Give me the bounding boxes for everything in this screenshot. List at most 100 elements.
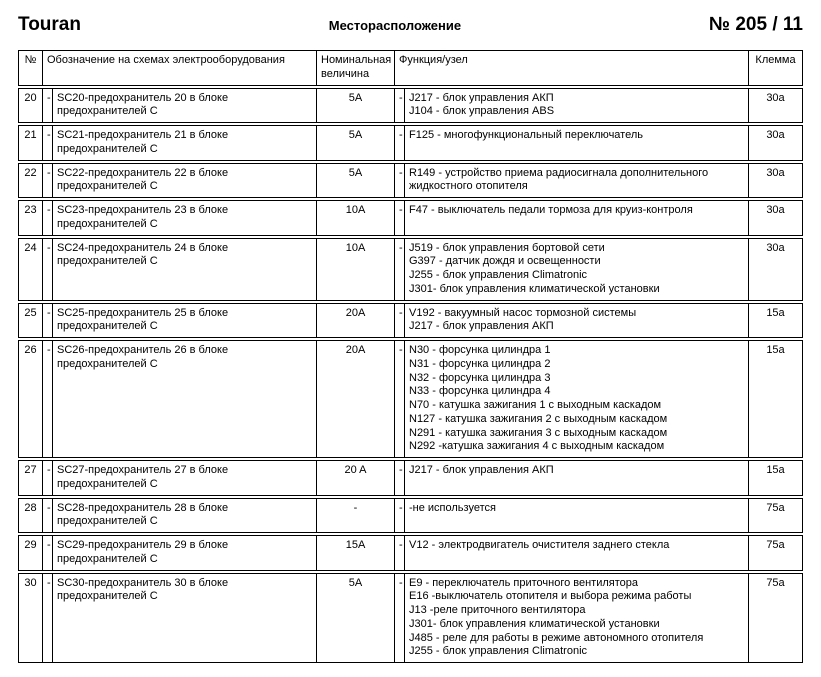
function-line: N31 - форсунка цилиндра 2 [409,358,744,372]
col-nominal-l2: величина [321,68,369,80]
function-line: N30 - форсунка цилиндра 1 [409,344,744,358]
cell-designation: SC30-предохранитель 30 в блоке предохран… [53,573,317,663]
cell-num: 28 [19,498,43,533]
cell-terminal: 30a [749,163,803,198]
cell-function: R149 - устройство приема радиосигнала до… [405,163,749,198]
cell-nominal: 15A [317,536,395,571]
cell-dash: - [395,238,405,300]
table-row: 23-SC23-предохранитель 23 в блоке предох… [19,201,803,236]
table-row: 22 - SC22-предохранитель 22 в блоке предох… [19,163,803,198]
cell-dash: - [395,88,405,123]
cell-num: 24 [19,238,43,300]
cell-dash: - [43,238,53,300]
cell-nominal: 20A [317,303,395,338]
function-line: V12 - электродвигатель очистителя заднег… [409,539,744,553]
cell-dash: - [395,303,405,338]
function-line: J13 -реле приточного вентилятора [409,604,744,618]
function-line: R149 - устройство приема радиосигнала до… [409,167,744,195]
header-center: Месторасположение [81,18,709,33]
function-line: J104 - блок управления ABS [409,105,744,119]
brand-title: Touran [18,14,81,36]
col-nominal-l1: Номинальная [321,54,391,66]
function-line: J485 - реле для работы в режиме автономн… [409,632,744,646]
cell-num: 22 [19,163,43,198]
cell-designation: SC24-предохранитель 24 в блоке предохран… [53,238,317,300]
cell-dash: - [43,498,53,533]
function-line: J217 - блок управления АКП [409,92,744,106]
function-line: F47 - выключатель педали тормоза для кру… [409,204,744,218]
function-line: E9 - переключатель приточного вентилятор… [409,577,744,591]
cell-nominal: 5A [317,126,395,161]
function-line: J255 - блок управления Climatronic [409,645,744,659]
cell-terminal: 15a [749,461,803,496]
col-nominal: Номинальная величина [317,51,395,86]
cell-designation: SC23-предохранитель 23 в блоке предохран… [53,201,317,236]
cell-num: 21 [19,126,43,161]
cell-designation: SC26-предохранитель 26 в блоке предохран… [53,341,317,458]
cell-dash: - [43,536,53,571]
cell-designation: SC22-предохранитель 22 в блоке предохран… [53,163,317,198]
cell-function: F47 - выключатель педали тормоза для кру… [405,201,749,236]
cell-function: N30 - форсунка цилиндра 1N31 - форсунка … [405,341,749,458]
cell-function: J217 - блок управления АКП [405,461,749,496]
page-number: № 205 / 11 [709,14,803,36]
table-row: 26-SC26-предохранитель 26 в блоке предох… [19,341,803,458]
cell-designation: SC28-предохранитель 28 в блоке предохран… [53,498,317,533]
cell-num: 20 [19,88,43,123]
cell-nominal: 5A [317,573,395,663]
function-line: F125 - многофункциональный переключатель [409,129,744,143]
cell-function: -не используется [405,498,749,533]
table-row: 24-SC24-предохранитель 24 в блоке предох… [19,238,803,300]
function-line: N32 - форсунка цилиндра 3 [409,372,744,386]
function-line: V192 - вакуумный насос тормозной системы [409,307,744,321]
cell-dash: - [395,341,405,458]
cell-function: V12 - электродвигатель очистителя заднег… [405,536,749,571]
cell-dash: - [43,126,53,161]
function-line: N291 - катушка зажигания 3 с выходным ка… [409,427,744,441]
cell-num: 30 [19,573,43,663]
function-line: J217 - блок управления АКП [409,320,744,334]
cell-designation: SC20-предохранитель 20 в блоке предохран… [53,88,317,123]
col-designation: Обозначение на схемах электрооборудовани… [43,51,317,86]
function-line: J301- блок управления климатической уста… [409,618,744,632]
cell-dash: - [43,341,53,458]
cell-dash: - [395,498,405,533]
cell-terminal: 30a [749,201,803,236]
cell-num: 23 [19,201,43,236]
table-row: 21-SC21-предохранитель 21 в блоке предох… [19,126,803,161]
cell-terminal: 30a [749,126,803,161]
cell-terminal: 75a [749,573,803,663]
cell-dash: - [395,163,405,198]
cell-terminal: 15a [749,341,803,458]
cell-num: 27 [19,461,43,496]
cell-function: E9 - переключатель приточного вентилятор… [405,573,749,663]
table-head: № Обозначение на схемах электрооборудова… [19,51,803,86]
cell-function: V192 - вакуумный насос тормозной системы… [405,303,749,338]
function-line: J217 - блок управления АКП [409,464,744,478]
function-line: G397 - датчик дождя и освещенности [409,255,744,269]
table-row: 25-SC25-предохранитель 25 в блоке предох… [19,303,803,338]
cell-dash: - [43,461,53,496]
table-row: 29-SC29-предохранитель 29 в блоке предох… [19,536,803,571]
cell-designation: SC27-предохранитель 27 в блоке предохран… [53,461,317,496]
function-line: J301- блок управления климатической уста… [409,283,744,297]
cell-nominal: 20 A [317,461,395,496]
function-line: N127 - катушка зажигания 2 с выходным ка… [409,413,744,427]
cell-nominal: - [317,498,395,533]
cell-nominal: 5A [317,88,395,123]
cell-dash: - [395,126,405,161]
cell-dash: - [395,536,405,571]
cell-num: 29 [19,536,43,571]
cell-num: 26 [19,341,43,458]
table-row: 28-SC28-предохранитель 28 в блоке предох… [19,498,803,533]
cell-terminal: 30a [749,88,803,123]
cell-nominal: 10A [317,201,395,236]
cell-nominal: 10A [317,238,395,300]
table-row: 30-SC30-предохранитель 30 в блоке предох… [19,573,803,663]
cell-function: F125 - многофункциональный переключатель [405,126,749,161]
cell-dash: - [43,303,53,338]
cell-dash: - [395,461,405,496]
function-line: N33 - форсунка цилиндра 4 [409,385,744,399]
cell-designation: SC25-предохранитель 25 в блоке предохран… [53,303,317,338]
cell-dash: - [43,573,53,663]
